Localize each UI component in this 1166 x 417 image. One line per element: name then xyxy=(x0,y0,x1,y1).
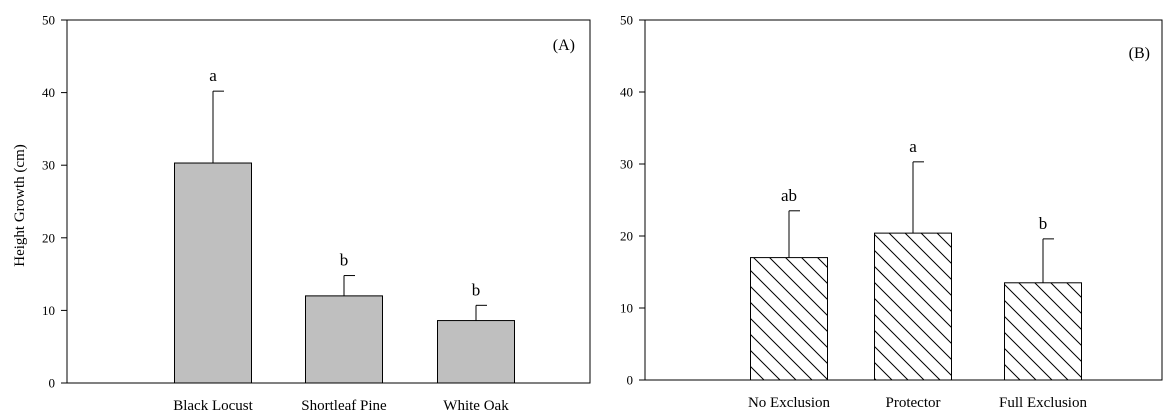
y-tick-label: 10 xyxy=(620,301,633,316)
y-tick-label: 20 xyxy=(620,229,633,244)
bar xyxy=(1004,282,1082,381)
y-tick-label: 40 xyxy=(620,85,633,100)
bar xyxy=(437,320,515,384)
panel-label: (B) xyxy=(1129,45,1150,62)
y-tick-label: 30 xyxy=(42,158,55,173)
panel-b: 0 10 20 30 40 50 ab No Exclusion a Protector b Full… xyxy=(620,13,1163,411)
y-tick-label: 30 xyxy=(620,157,633,172)
significance-letter: ab xyxy=(781,186,797,205)
bar xyxy=(174,162,252,384)
x-category-label: White Oak xyxy=(443,398,509,414)
y-tick-label: 40 xyxy=(42,85,55,100)
bar xyxy=(874,232,952,381)
panel-a: 0 10 20 30 40 50 a Black Locust b Shortleaf Pine b… xyxy=(12,13,591,414)
y-tick-label: 50 xyxy=(42,13,55,28)
y-tick-label: 0 xyxy=(49,376,56,391)
y-tick-label: 20 xyxy=(42,230,55,245)
significance-letter: b xyxy=(340,251,349,270)
y-axis-title: Height Growth (cm) xyxy=(12,144,28,266)
bar xyxy=(305,295,383,384)
x-category-label: Black Locust xyxy=(173,398,253,414)
significance-letter: a xyxy=(209,66,217,85)
significance-letter: a xyxy=(909,137,917,156)
bar xyxy=(750,257,828,381)
x-category-label: No Exclusion xyxy=(748,395,831,411)
panel-label: (A) xyxy=(553,37,575,54)
x-category-label: Shortleaf Pine xyxy=(301,398,387,414)
y-tick-label: 0 xyxy=(627,373,634,388)
x-category-label: Protector xyxy=(886,395,941,411)
y-tick-label: 50 xyxy=(620,13,633,28)
significance-letter: b xyxy=(1039,214,1048,233)
y-tick-label: 10 xyxy=(42,303,55,318)
x-category-label: Full Exclusion xyxy=(999,395,1087,411)
significance-letter: b xyxy=(472,280,481,299)
